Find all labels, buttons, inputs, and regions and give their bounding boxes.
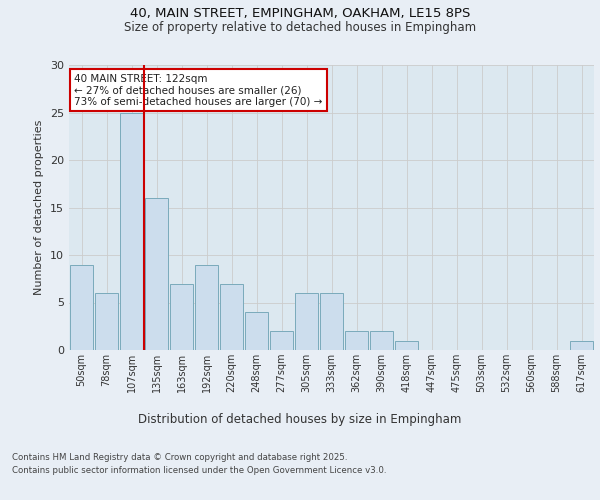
Text: 40, MAIN STREET, EMPINGHAM, OAKHAM, LE15 8PS: 40, MAIN STREET, EMPINGHAM, OAKHAM, LE15… — [130, 8, 470, 20]
Bar — [569, 340, 593, 350]
Bar — [194, 264, 218, 350]
Bar — [70, 264, 94, 350]
Text: Contains HM Land Registry data © Crown copyright and database right 2025.: Contains HM Land Registry data © Crown c… — [12, 452, 347, 462]
Bar — [320, 293, 343, 350]
Bar — [170, 284, 193, 350]
Bar — [370, 331, 394, 350]
Bar — [269, 331, 293, 350]
Y-axis label: Number of detached properties: Number of detached properties — [34, 120, 44, 295]
Bar — [119, 112, 143, 350]
Text: Size of property relative to detached houses in Empingham: Size of property relative to detached ho… — [124, 21, 476, 34]
Bar — [220, 284, 244, 350]
Text: 40 MAIN STREET: 122sqm
← 27% of detached houses are smaller (26)
73% of semi-det: 40 MAIN STREET: 122sqm ← 27% of detached… — [74, 74, 323, 107]
Text: Distribution of detached houses by size in Empingham: Distribution of detached houses by size … — [139, 412, 461, 426]
Bar — [295, 293, 319, 350]
Bar — [344, 331, 368, 350]
Bar — [245, 312, 268, 350]
Bar — [95, 293, 118, 350]
Bar — [395, 340, 418, 350]
Text: Contains public sector information licensed under the Open Government Licence v3: Contains public sector information licen… — [12, 466, 386, 475]
Bar — [145, 198, 169, 350]
